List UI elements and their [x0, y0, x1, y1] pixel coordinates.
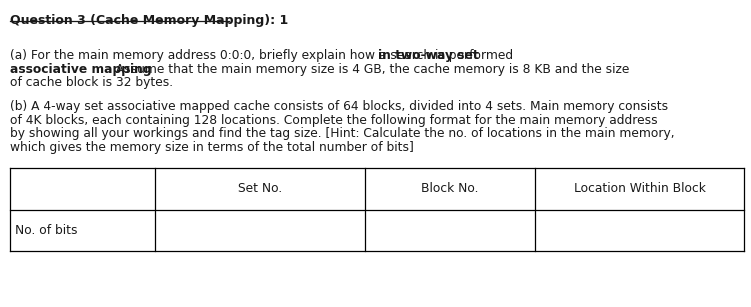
Text: (a) For the main memory address 0:0:0, briefly explain how a search is performed: (a) For the main memory address 0:0:0, b… [10, 49, 517, 62]
Text: . Assume that the main memory size is 4 GB, the cache memory is 8 KB and the siz: . Assume that the main memory size is 4 … [107, 63, 629, 76]
Text: Block No.: Block No. [421, 182, 478, 196]
Text: Question 3 (Cache Memory Mapping): 1: Question 3 (Cache Memory Mapping): 1 [10, 14, 288, 27]
Text: in two-way set: in two-way set [379, 49, 479, 62]
Text: by showing all your workings and find the tag size. [Hint: Calculate the no. of : by showing all your workings and find th… [10, 127, 674, 140]
Text: No. of bits: No. of bits [15, 224, 77, 237]
Text: Location Within Block: Location Within Block [574, 182, 705, 196]
Text: of 4K blocks, each containing 128 locations. Complete the following format for t: of 4K blocks, each containing 128 locati… [10, 114, 657, 127]
Text: Set No.: Set No. [238, 182, 282, 196]
Text: which gives the memory size in terms of the total number of bits]: which gives the memory size in terms of … [10, 141, 414, 154]
Text: (b) A 4-way set associative mapped cache consists of 64 blocks, divided into 4 s: (b) A 4-way set associative mapped cache… [10, 100, 668, 113]
Text: associative mapping: associative mapping [10, 63, 152, 76]
Text: of cache block is 32 bytes.: of cache block is 32 bytes. [10, 76, 173, 89]
